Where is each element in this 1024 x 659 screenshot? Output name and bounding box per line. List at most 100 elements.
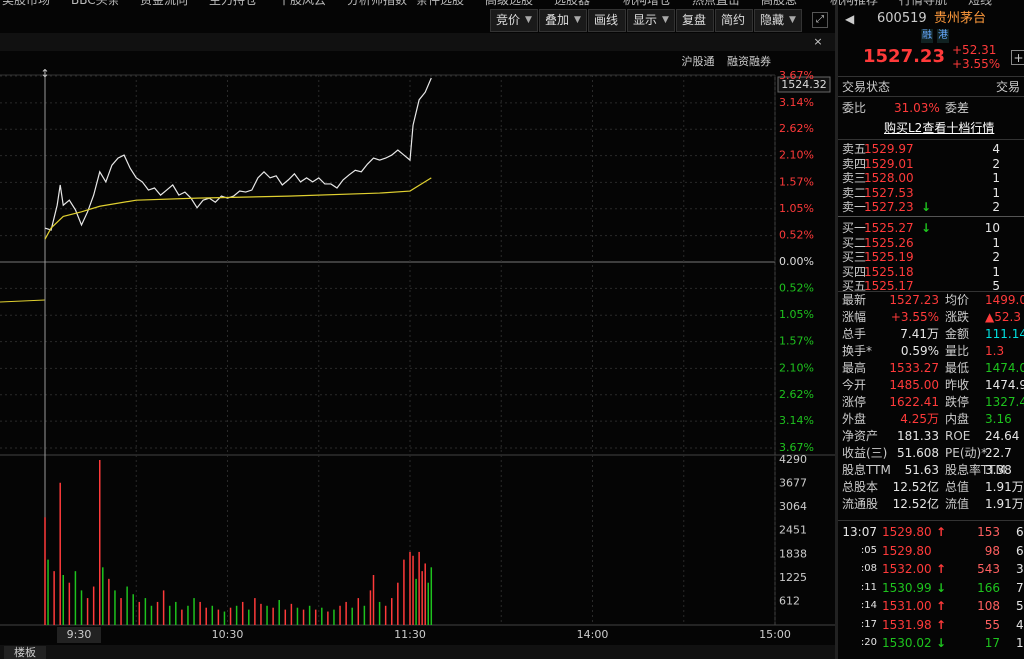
stat-label: 昨收 [945,378,970,392]
stat-value: 24.64 [985,429,1020,443]
stat-label: 跌停 [945,395,970,409]
stat-value: 1485.00 [889,378,939,392]
menu-item[interactable]: 分析师指数 [347,0,408,7]
menu-item[interactable]: 高股息 [761,0,798,7]
trade-count: 7 [1016,580,1024,595]
menu-item[interactable]: 资金流向 [140,0,189,7]
footer-tab[interactable]: 楼板 [14,645,36,659]
stat-value: 1474.0 [985,361,1024,375]
y-tick-label: 1.05% [779,308,814,321]
stat-label: 收益(三) [842,446,888,460]
link[interactable]: 融资融券 [727,54,771,68]
expand-icon[interactable]: ⤢ [812,12,828,28]
toolbar-button[interactable]: 显示 [633,13,658,27]
book-qty: 2 [992,156,1000,171]
stat-value: 1474.9 [985,378,1024,392]
l2-link[interactable]: 购买L2查看十档行情 [884,121,995,135]
stat-value: 51.63 [904,463,939,477]
book-label: 卖三 [842,171,867,186]
close-icon[interactable]: × [813,35,822,48]
subbar [0,33,835,51]
link[interactable]: 沪股通 [682,54,715,68]
stat-value: ▲52.3 [985,310,1021,324]
menu-item[interactable]: 热点直击 [692,0,741,7]
toolbar-button-bg [754,9,802,32]
y-tick-label: 3064 [779,500,807,513]
stat-value: 181.33 [897,429,939,443]
toolbar-button[interactable]: 简约 [721,13,746,27]
y-tick-label: 3.14% [779,414,814,427]
change: +52.31 [952,43,997,57]
divider [838,96,1024,97]
last-price: 1527.23 [863,46,945,67]
stat-label: 净资产 [842,429,879,443]
book-label: 买二 [842,235,867,250]
menu-item[interactable]: 选股器 [554,0,591,7]
toolbar-button[interactable]: 叠加 [545,13,570,27]
stat-label: 流值 [945,497,970,511]
footer [0,645,835,659]
toolbar-button-bg [676,9,714,32]
menu-item[interactable]: BBC头条 [71,0,120,7]
trade-price: 1532.00 [882,562,932,576]
menu-item[interactable]: 行情导航 [899,0,948,7]
book-price: 1527.23 [864,200,914,215]
add-button[interactable]: + [1011,50,1024,65]
stat-value: 1.91万 [985,497,1024,511]
book-price: 1525.26 [864,235,914,250]
book-qty: 10 [984,221,1000,235]
menu-item[interactable]: 美股市场 [2,0,51,7]
y-tick-label: 2451 [779,524,807,537]
ratio-value: 31.03% [894,101,940,115]
toolbar-button[interactable]: 画线 [594,13,619,27]
stat-value: 22.7 [985,446,1012,460]
stat-label: 总值 [945,480,970,494]
book-qty: 1 [992,185,1000,200]
book-label: 卖一 [842,200,867,215]
stat-label: PE(动)* [945,446,988,460]
trade-count: 1 [1016,636,1024,650]
trade-time: 13:07 [842,525,877,539]
trade-count: 31 [1016,562,1024,576]
trade-arrow: ↓ [936,580,947,595]
menu-item[interactable]: 短线 [968,0,993,7]
stat-value: 1499.0 [985,293,1024,307]
stat-label: 最新 [842,293,867,307]
stat-value: 51.608 [897,446,939,460]
open-marker: ↕ [40,67,49,80]
menu-item[interactable]: 高级选股 [485,0,534,7]
menu-item[interactable]: 主力持仓 [209,0,258,7]
status-right: 交易 [996,80,1021,94]
x-tick-label: 14:00 [577,628,609,641]
y-tick-label: 3677 [779,477,807,490]
trade-volume: 98 [984,543,1000,558]
footer-tab-bg [4,646,46,659]
stat-label: 涨幅 [842,310,867,324]
trade-volume: 17 [984,636,1000,650]
stat-value: 1533.27 [889,361,939,375]
toolbar-button[interactable]: 隐藏 [760,13,785,27]
price-line [44,77,432,231]
y-tick-label: 1225 [779,571,807,584]
menu-item[interactable]: 机构增仓 [623,0,672,7]
book-label: 卖四 [842,156,867,171]
ratio-diff-label: 委差 [945,101,970,115]
stat-label: 外盘 [842,412,867,426]
stat-label: 均价 [945,293,970,307]
x-tick-label: 10:30 [212,628,244,641]
menu-item[interactable]: 条件选股 [416,0,465,7]
stat-label: 流通股 [842,497,879,511]
dropdown-caret: ▼ [525,15,532,25]
trade-time: :17 [860,618,877,630]
stat-value: 12.52亿 [892,497,939,511]
trade-price: 1531.00 [882,599,932,613]
menu-item[interactable]: 十股风云 [278,0,327,7]
toolbar-button[interactable]: 竞价 [496,13,521,27]
book-price: 1529.01 [864,156,914,171]
book-price: 1525.17 [864,279,914,294]
book-label: 卖二 [842,185,867,200]
menu-item[interactable]: 机构推荐 [830,0,879,7]
stat-value: 1327.4 [985,395,1024,409]
stat-value: 1.3 [985,344,1005,358]
toolbar-button[interactable]: 复盘 [682,13,707,27]
